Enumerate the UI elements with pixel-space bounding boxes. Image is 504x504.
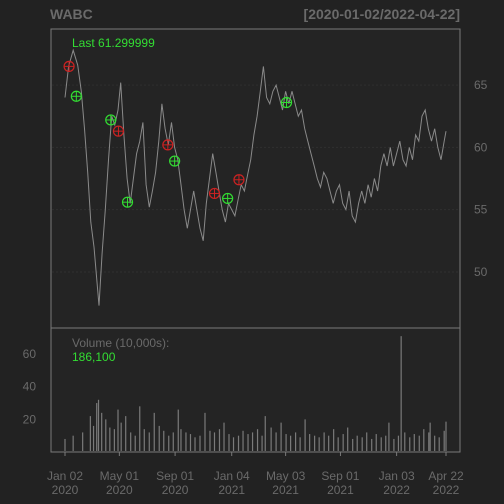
- x-tick-label: Jan 04: [214, 469, 250, 483]
- volume-label: Volume (10,000s):: [72, 336, 169, 350]
- signal-marker: [105, 114, 117, 126]
- signal-marker: [169, 155, 181, 167]
- x-tick-year: 2021: [272, 483, 299, 497]
- volume-last-label: 186,100: [72, 350, 116, 364]
- price-series-line: [64, 48, 447, 306]
- volume-axis: 20 40 60: [23, 347, 37, 426]
- signal-marker: [121, 196, 134, 208]
- signal-marker: [222, 192, 234, 205]
- x-tick-year: 2020: [162, 483, 189, 497]
- signal-marker: [280, 96, 293, 109]
- signal-marker: [70, 90, 82, 102]
- chart-title: WABC: [50, 6, 93, 22]
- signal-marker: [63, 60, 75, 72]
- signal-marker: [233, 174, 245, 186]
- x-tick-year: 2021: [218, 483, 245, 497]
- signal-marker: [112, 125, 125, 137]
- x-tick-label: Sep 01: [321, 469, 359, 483]
- price-axis: 50 55 60 65: [474, 78, 488, 279]
- signal-marker: [162, 139, 174, 151]
- x-tick-label: Jan 02: [47, 469, 83, 483]
- signal-markers: [63, 60, 293, 208]
- price-tick-label: 60: [474, 140, 488, 154]
- x-tick-label: Apr 22: [428, 469, 464, 483]
- price-tick-label: 55: [474, 203, 488, 217]
- x-tick-year: 2021: [327, 483, 354, 497]
- date-range-label: [2020-01-02/2022-04-22]: [304, 6, 460, 22]
- volume-tick-label: 40: [23, 380, 37, 394]
- signal-marker: [208, 187, 221, 200]
- volume-bars: [64, 336, 447, 451]
- x-tick-label: May 01: [100, 469, 140, 483]
- price-panel: [50, 28, 461, 329]
- volume-panel: [50, 327, 461, 453]
- x-tick-label: May 03: [266, 469, 306, 483]
- x-tick-label: Sep 01: [156, 469, 194, 483]
- x-tick-year: 2022: [433, 483, 460, 497]
- x-tick-year: 2020: [106, 483, 133, 497]
- x-tick-label: Jan 03: [379, 469, 415, 483]
- x-tick-year: 2022: [383, 483, 410, 497]
- price-tick-label: 65: [474, 78, 488, 92]
- x-tick-year: 2020: [52, 483, 79, 497]
- volume-tick-label: 60: [23, 347, 37, 361]
- volume-tick-label: 20: [23, 412, 37, 426]
- last-price-label: Last 61.299999: [72, 36, 155, 50]
- price-tick-label: 50: [474, 265, 488, 279]
